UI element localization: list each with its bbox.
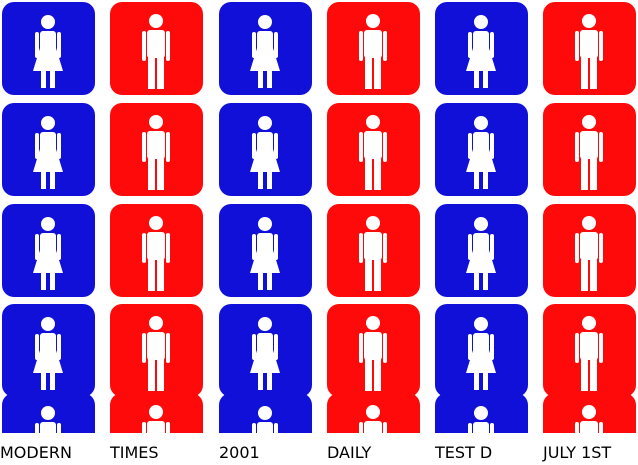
woman-tile (435, 2, 528, 95)
man-tile (543, 304, 636, 397)
man-tile (110, 204, 203, 297)
label: JULY 1ST (542, 443, 611, 462)
label: TIMES (109, 443, 159, 462)
woman-tile (435, 304, 528, 397)
label: 2001 (219, 443, 260, 462)
man-tile (327, 304, 420, 397)
woman-tile (219, 393, 312, 433)
man-tile (327, 393, 420, 433)
woman-tile (219, 103, 312, 196)
woman-tile (435, 204, 528, 297)
woman-tile (2, 204, 95, 297)
man-tile (543, 204, 636, 297)
woman-tile (2, 393, 95, 433)
man-tile (110, 103, 203, 196)
man-tile (110, 304, 203, 397)
labels: MODERN TIMES 2001 DAILY TEST D JULY 1ST (0, 443, 611, 462)
man-tile (110, 2, 203, 95)
woman-tile (435, 393, 528, 433)
label: MODERN (0, 443, 72, 462)
label: TEST D (434, 443, 492, 462)
woman-tile (219, 2, 312, 95)
woman-tile (435, 103, 528, 196)
man-tile (327, 2, 420, 95)
man-tile (110, 393, 203, 433)
label: DAILY (327, 443, 371, 462)
woman-tile (219, 204, 312, 297)
man-tile (327, 103, 420, 196)
woman-tile (2, 103, 95, 196)
woman-tile (2, 304, 95, 397)
man-tile (543, 2, 636, 95)
man-tile (543, 393, 636, 433)
woman-tile (2, 2, 95, 95)
man-tile (543, 103, 636, 196)
woman-tile (219, 304, 312, 397)
man-tile (327, 204, 420, 297)
